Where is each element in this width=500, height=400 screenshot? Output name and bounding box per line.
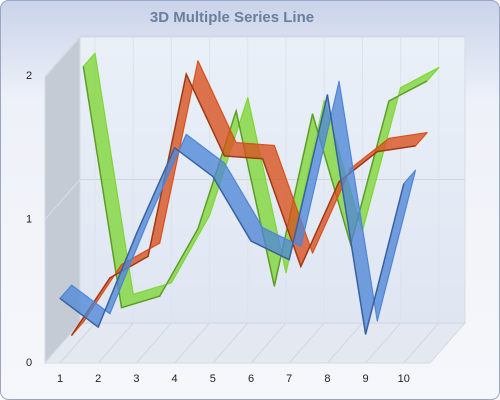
floor [43, 322, 467, 364]
x-tick-label: 7 [286, 373, 292, 385]
floor-line [327, 322, 363, 364]
x-tick-label: 5 [210, 373, 216, 385]
y-tick-label: 1 [26, 213, 32, 225]
floor-line [174, 322, 210, 364]
grid-line [44, 322, 81, 364]
x-tick-label: 2 [95, 373, 101, 385]
x-tick-label: 1 [57, 373, 63, 385]
floor-line [250, 322, 287, 364]
chart-title: 3D Multiple Series Line [150, 9, 314, 26]
y-tick-label: 0 [26, 357, 32, 369]
x-tick-label: 9 [363, 373, 369, 385]
floor-line [97, 322, 134, 364]
y-tick-label: 2 [26, 70, 32, 82]
floor-line [212, 322, 249, 364]
x-tick-label: 4 [172, 373, 178, 385]
floor-line [136, 322, 172, 364]
floor-line [59, 322, 96, 364]
floor-line [288, 322, 325, 364]
x-tick-label: 10 [398, 373, 410, 385]
grid-line [44, 35, 81, 77]
floor-line [403, 322, 440, 364]
floor-line [365, 322, 401, 364]
grid-line [44, 179, 81, 220]
series-edge [82, 66, 428, 309]
x-tick-label: 8 [324, 373, 330, 385]
x-tick-label: 6 [248, 373, 254, 385]
x-tick-label: 3 [133, 373, 139, 385]
series-edge [59, 94, 405, 335]
